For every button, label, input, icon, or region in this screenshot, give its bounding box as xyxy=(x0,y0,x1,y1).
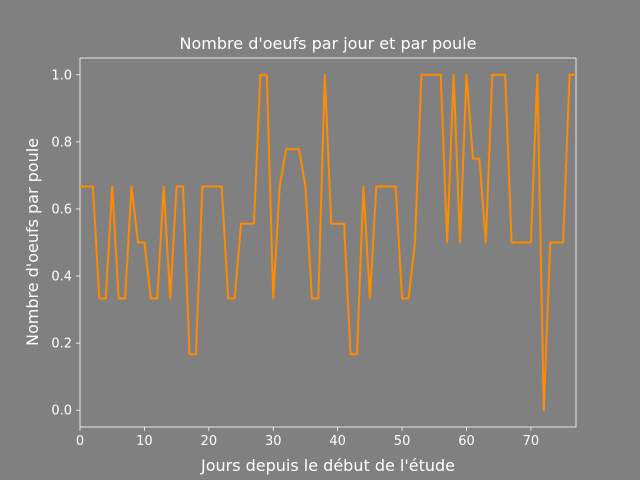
chart-title: Nombre d'oeufs par jour et par poule xyxy=(180,34,477,53)
y-tick-label: 0.0 xyxy=(51,404,72,419)
x-tick-label: 10 xyxy=(136,434,153,449)
y-tick-label: 1.0 xyxy=(51,68,72,83)
series-line xyxy=(80,73,576,412)
y-axis-ticks: 0.0 0.2 0.4 0.6 0.8 1.0 xyxy=(51,68,80,419)
x-axis-ticks: 0 10 20 30 40 50 60 70 xyxy=(76,427,539,449)
plot-border xyxy=(79,57,577,428)
series-layer xyxy=(80,73,576,412)
y-axis-label: Nombre d'oeufs par poule xyxy=(23,138,42,346)
x-tick-label: 0 xyxy=(76,434,84,449)
x-tick-label: 70 xyxy=(523,434,540,449)
x-tick-label: 60 xyxy=(458,434,475,449)
y-tick-label: 0.2 xyxy=(51,337,72,352)
x-axis-label: Jours depuis le début de l'étude xyxy=(200,456,455,475)
y-tick-label: 0.4 xyxy=(51,270,72,285)
y-tick-label: 0.8 xyxy=(51,135,72,150)
plot-area xyxy=(80,58,576,427)
x-tick-label: 40 xyxy=(329,434,346,449)
y-tick-label: 0.6 xyxy=(51,202,72,217)
x-tick-label: 30 xyxy=(265,434,282,449)
x-tick-label: 50 xyxy=(394,434,411,449)
x-tick-label: 20 xyxy=(201,434,218,449)
axes-frame xyxy=(79,57,577,428)
